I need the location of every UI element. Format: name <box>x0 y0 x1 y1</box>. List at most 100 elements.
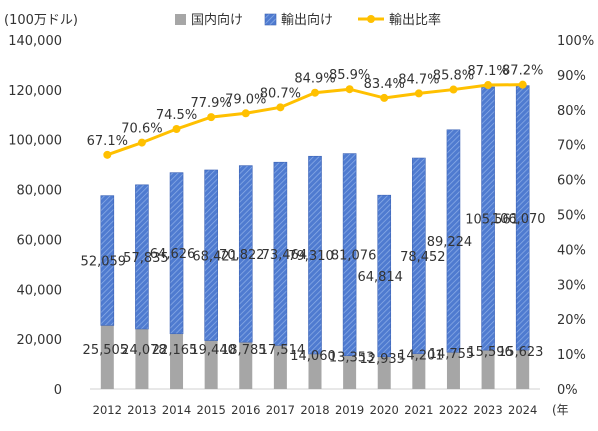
bar-domestic <box>481 350 495 389</box>
line-point <box>345 85 354 94</box>
x-tick-label: 2023 <box>473 403 502 417</box>
y-tick-label: 20,000 <box>17 333 63 348</box>
data-label-ratio: 85.8% <box>433 69 474 84</box>
line-point <box>311 88 319 97</box>
data-label-export: 57,835 <box>123 251 169 266</box>
data-label-export: 52,059 <box>81 255 127 270</box>
data-label-ratio: 74.5% <box>156 108 197 123</box>
data-label-ratio: 84.7% <box>398 72 439 87</box>
data-label-ratio: 77.9% <box>190 96 231 111</box>
y-tick-label: 0 <box>54 383 62 398</box>
data-label-ratio: 84.9% <box>294 72 335 87</box>
data-label-domestic: 14,060 <box>290 349 336 364</box>
data-label-ratio: 87.2% <box>502 64 543 79</box>
y2-tick-label: 100% <box>557 34 594 49</box>
y-axis-unit-label: (100万ドル) <box>4 13 78 28</box>
data-label-domestic: 15,623 <box>498 345 544 360</box>
x-tick-label: 2020 <box>370 403 399 417</box>
data-label-export: 73,464 <box>262 248 308 263</box>
x-tick-label: 2022 <box>439 403 468 417</box>
line-point <box>241 109 250 118</box>
bar-domestic <box>273 345 287 389</box>
data-label-domestic: 22,165 <box>152 343 198 358</box>
y2-tick-label: 60% <box>557 174 586 189</box>
data-label-domestic: 25,505 <box>83 343 129 358</box>
y2-tick-label: 30% <box>557 278 586 293</box>
data-label-domestic: 15,596 <box>467 345 513 360</box>
x-axis-unit-label: (年 <box>552 403 569 417</box>
data-label-ratio: 80.7% <box>260 86 301 101</box>
bar-domestic <box>100 325 114 389</box>
line-point <box>518 80 527 89</box>
bar-domestic <box>516 350 530 389</box>
bar-domestic <box>239 342 253 389</box>
data-label-domestic: 13,353 <box>329 351 375 366</box>
y-tick-label: 80,000 <box>17 184 63 199</box>
line-point <box>484 81 493 90</box>
data-label-ratio: 85.9% <box>329 68 370 83</box>
y2-tick-label: 40% <box>557 243 586 258</box>
data-label-ratio: 87.1% <box>467 64 508 79</box>
bar-domestic <box>135 328 149 389</box>
bar-export <box>169 172 184 335</box>
data-label-export: 64,814 <box>357 270 403 285</box>
x-tick-label: 2015 <box>197 403 226 417</box>
y-tick-label: 100,000 <box>8 134 62 149</box>
data-label-ratio: 79.0% <box>225 92 266 107</box>
bar-export <box>100 195 115 326</box>
bar-domestic <box>308 353 322 389</box>
y2-tick-label: 10% <box>557 348 586 363</box>
bar-export <box>342 153 357 357</box>
line-point <box>137 138 146 147</box>
y-tick-label: 140,000 <box>8 34 62 49</box>
bar-domestic <box>343 355 357 389</box>
data-label-domestic: 14,755 <box>429 347 475 362</box>
data-label-domestic: 18,785 <box>221 343 267 358</box>
line-point <box>276 103 285 112</box>
bar-domestic <box>204 340 218 389</box>
data-label-export: 106,070 <box>492 212 546 227</box>
bar-export <box>446 129 461 353</box>
y2-tick-label: 70% <box>557 139 586 154</box>
x-tick-label: 2016 <box>231 403 260 417</box>
x-tick-label: 2017 <box>266 403 295 417</box>
data-label-export: 70,822 <box>219 248 265 263</box>
data-label-ratio: 83.4% <box>364 77 405 92</box>
data-label-export: 79,310 <box>288 249 334 264</box>
bar-export <box>204 169 218 341</box>
bar-export <box>273 161 288 346</box>
line-point <box>207 113 216 122</box>
y2-tick-label: 50% <box>557 209 586 224</box>
y-tick-label: 120,000 <box>8 84 62 99</box>
y2-tick-label: 0% <box>557 383 578 398</box>
x-tick-label: 2024 <box>508 403 537 417</box>
x-tick-label: 2014 <box>162 403 191 417</box>
bar-export <box>308 155 322 355</box>
bar-export <box>412 157 426 354</box>
data-label-domestic: 17,514 <box>260 343 306 358</box>
legend-label-domestic: 国内向け <box>191 12 243 28</box>
bar-domestic <box>377 356 391 389</box>
data-label-domestic: 24,078 <box>121 343 167 358</box>
data-label-ratio: 67.1% <box>87 134 128 149</box>
data-label-export: 105,561 <box>465 213 519 228</box>
data-label-export: 68,421 <box>192 249 238 264</box>
y2-tick-label: 90% <box>557 69 586 84</box>
bar-export <box>238 165 253 343</box>
legend-swatch-domestic <box>175 14 186 25</box>
x-tick-label: 2012 <box>93 403 122 417</box>
bar-domestic <box>170 333 184 389</box>
bar-export <box>135 184 149 330</box>
line-point <box>449 85 458 94</box>
legend-label-ratio: 輸出比率 <box>389 12 441 28</box>
y-tick-label: 60,000 <box>17 233 63 248</box>
data-label-export: 89,224 <box>427 235 473 250</box>
line-point <box>172 124 181 133</box>
data-label-export: 81,076 <box>331 249 377 264</box>
line-point <box>380 93 389 102</box>
data-label-domestic: 12,935 <box>359 352 405 367</box>
data-label-export: 64,626 <box>150 247 196 262</box>
line-point <box>414 89 423 98</box>
